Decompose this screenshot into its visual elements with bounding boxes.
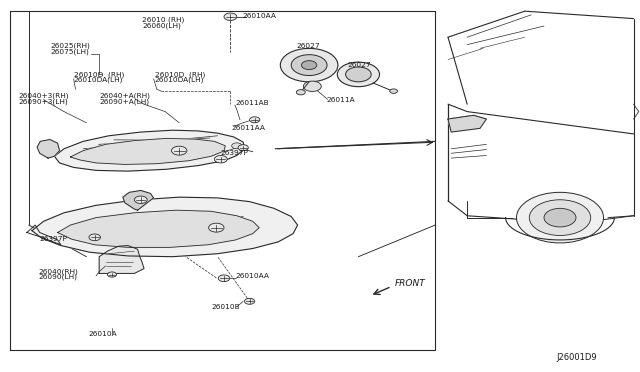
Circle shape xyxy=(214,155,227,163)
Text: 26010DA(LH): 26010DA(LH) xyxy=(155,77,204,83)
Text: 26090(LH): 26090(LH) xyxy=(38,274,77,280)
Circle shape xyxy=(303,81,321,92)
Circle shape xyxy=(134,196,147,203)
Polygon shape xyxy=(54,130,244,171)
Circle shape xyxy=(89,234,100,241)
Text: 26027: 26027 xyxy=(348,62,371,68)
Polygon shape xyxy=(32,197,298,257)
Polygon shape xyxy=(123,190,154,210)
Text: 26010D  (RH): 26010D (RH) xyxy=(155,71,205,78)
Circle shape xyxy=(516,192,604,243)
Circle shape xyxy=(346,67,371,82)
Text: 26075(LH): 26075(LH) xyxy=(50,48,89,55)
Circle shape xyxy=(301,61,317,70)
Text: 26010 (RH): 26010 (RH) xyxy=(142,16,184,23)
Polygon shape xyxy=(58,210,259,247)
Text: 26397P: 26397P xyxy=(221,150,249,155)
Circle shape xyxy=(544,208,576,227)
Circle shape xyxy=(224,13,237,20)
Circle shape xyxy=(244,298,255,304)
Text: FRONT: FRONT xyxy=(395,279,426,288)
Circle shape xyxy=(337,62,380,87)
Circle shape xyxy=(108,272,116,277)
Text: 26090+3(LH): 26090+3(LH) xyxy=(18,98,68,105)
Text: 26010AA: 26010AA xyxy=(236,273,269,279)
Text: 26060(LH): 26060(LH) xyxy=(142,22,181,29)
Circle shape xyxy=(238,145,248,151)
Circle shape xyxy=(250,117,260,123)
Text: 26010B: 26010B xyxy=(211,304,240,310)
Text: 26011A: 26011A xyxy=(326,97,355,103)
Polygon shape xyxy=(448,115,486,132)
Circle shape xyxy=(280,48,338,82)
Polygon shape xyxy=(37,140,60,158)
Polygon shape xyxy=(99,246,144,273)
Circle shape xyxy=(172,146,187,155)
Text: 26040+3(RH): 26040+3(RH) xyxy=(18,93,68,99)
Text: 26010AA: 26010AA xyxy=(242,13,276,19)
Polygon shape xyxy=(70,138,225,164)
Circle shape xyxy=(390,89,397,93)
Circle shape xyxy=(209,223,224,232)
Text: 26011AA: 26011AA xyxy=(232,125,266,131)
Circle shape xyxy=(296,90,305,95)
Text: 26025(RH): 26025(RH) xyxy=(50,42,90,49)
Text: 26040(RH): 26040(RH) xyxy=(38,268,78,275)
Text: 26040+A(RH): 26040+A(RH) xyxy=(99,93,150,99)
Circle shape xyxy=(529,200,591,235)
Text: 26010D  (RH): 26010D (RH) xyxy=(74,71,124,78)
Text: 26010A: 26010A xyxy=(88,331,117,337)
Text: J26001D9: J26001D9 xyxy=(557,353,597,362)
Text: 26011AB: 26011AB xyxy=(236,100,269,106)
Circle shape xyxy=(291,55,327,76)
Circle shape xyxy=(218,275,230,282)
Text: 26027: 26027 xyxy=(296,43,320,49)
Text: 26090+A(LH): 26090+A(LH) xyxy=(99,98,149,105)
Text: 26397P: 26397P xyxy=(40,236,68,242)
Circle shape xyxy=(232,143,242,149)
Text: 26010DA(LH): 26010DA(LH) xyxy=(74,77,123,83)
